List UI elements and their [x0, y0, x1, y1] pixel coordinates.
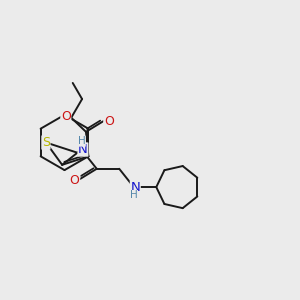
- Text: O: O: [70, 174, 80, 187]
- Text: H: H: [77, 136, 85, 146]
- Text: H: H: [130, 190, 138, 200]
- Text: S: S: [42, 136, 50, 149]
- Text: O: O: [61, 110, 71, 123]
- Text: O: O: [104, 115, 114, 128]
- Text: N: N: [78, 143, 88, 156]
- Text: N: N: [130, 181, 140, 194]
